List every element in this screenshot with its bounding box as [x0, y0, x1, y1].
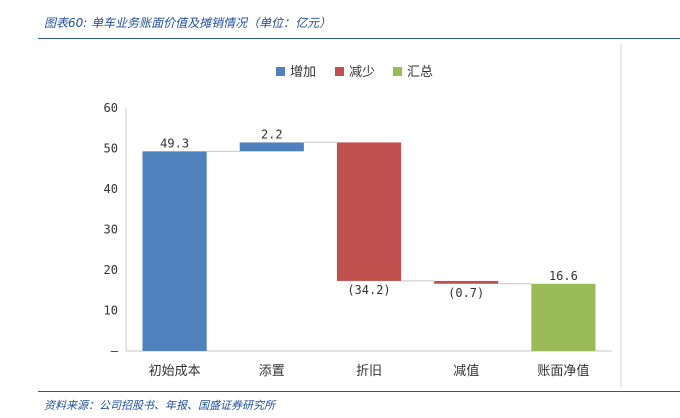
legend-swatch [276, 67, 285, 76]
x-category-label: 减值 [453, 363, 479, 379]
source-note: 资料来源：公司招股书、年报、国盛证券研究所 [44, 399, 275, 412]
y-tick-label: 40 [104, 182, 118, 196]
data-label: 49.3 [160, 136, 189, 150]
x-category-label: 初始成本 [149, 364, 201, 379]
connector-lines [206, 141, 532, 285]
bar-group [142, 142, 596, 351]
x-category-label: 添置 [259, 364, 285, 379]
y-tick-label: 60 [104, 101, 118, 115]
x-category-label: 折旧 [356, 364, 382, 379]
legend: 增加 减少 汇总 [276, 65, 433, 80]
bar-减值 [434, 280, 499, 284]
bar-账面净值 [531, 283, 596, 351]
x-axis-categories: 初始成本 添置 折旧 减值 账面净值 [149, 363, 590, 379]
top-divider [38, 38, 680, 39]
y-tick-label: 10 [104, 304, 118, 318]
data-label: (34.2) [347, 283, 390, 297]
legend-label: 增加 [290, 65, 316, 80]
bar-初始成本 [142, 151, 207, 351]
y-axis-ticks: — 10 20 30 40 50 60 [104, 101, 119, 358]
legend-swatch [393, 67, 402, 76]
y-tick-label: 20 [104, 263, 118, 277]
data-labels: 49.3 2.2 (34.2) (0.7) 16.6 [160, 127, 578, 299]
data-label: 16.6 [549, 269, 578, 283]
legend-label: 减少 [349, 65, 375, 80]
bar-折旧 [336, 142, 402, 281]
y-tick-label: 30 [104, 223, 118, 237]
data-label: 2.2 [261, 127, 283, 141]
y-tick-label: — [111, 344, 119, 358]
y-tick-label: 50 [104, 142, 118, 156]
legend-swatch [335, 67, 344, 76]
x-category-label: 账面净值 [537, 363, 589, 379]
bottom-divider [38, 391, 680, 392]
bar-添置 [239, 142, 304, 152]
data-label: (0.7) [448, 286, 484, 300]
legend-label: 汇总 [407, 65, 433, 80]
chart-title: 图表60: 单车业务账面价值及摊销情况（单位：亿元） [44, 16, 332, 30]
